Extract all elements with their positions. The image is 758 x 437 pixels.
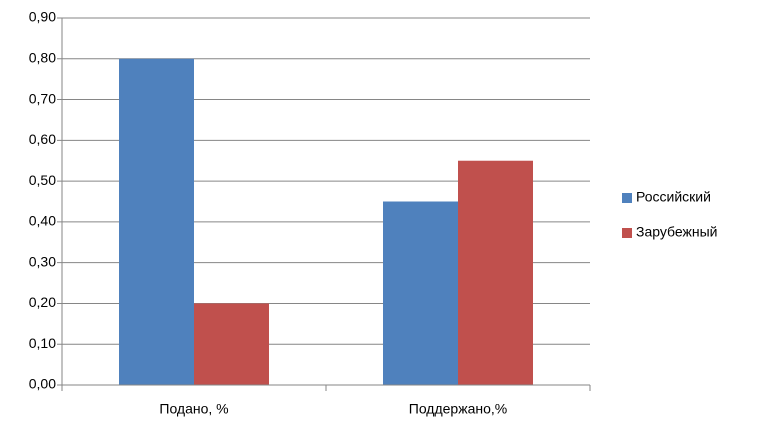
legend-swatch	[622, 193, 632, 203]
legend-label: Российский	[636, 189, 711, 205]
y-tick-label: 0,30	[29, 253, 56, 269]
bar	[194, 303, 269, 385]
bar	[458, 160, 533, 385]
y-tick-label: 0,60	[29, 131, 56, 147]
bar	[383, 201, 458, 385]
y-tick-label: 0,50	[29, 172, 56, 188]
y-tick-label: 0,20	[29, 294, 56, 310]
y-tick-label: 0,90	[29, 9, 56, 25]
x-tick-label: Подано, %	[159, 401, 228, 417]
legend-swatch	[622, 228, 632, 238]
y-tick-label: 0,10	[29, 335, 56, 351]
y-tick-label: 0,70	[29, 90, 56, 106]
y-tick-label: 0,40	[29, 213, 56, 229]
legend-label: Зарубежный	[636, 224, 718, 240]
y-tick-label: 0,00	[29, 376, 56, 392]
x-tick-label: Поддержано,%	[409, 401, 507, 417]
y-tick-label: 0,80	[29, 49, 56, 65]
bar	[119, 58, 194, 386]
